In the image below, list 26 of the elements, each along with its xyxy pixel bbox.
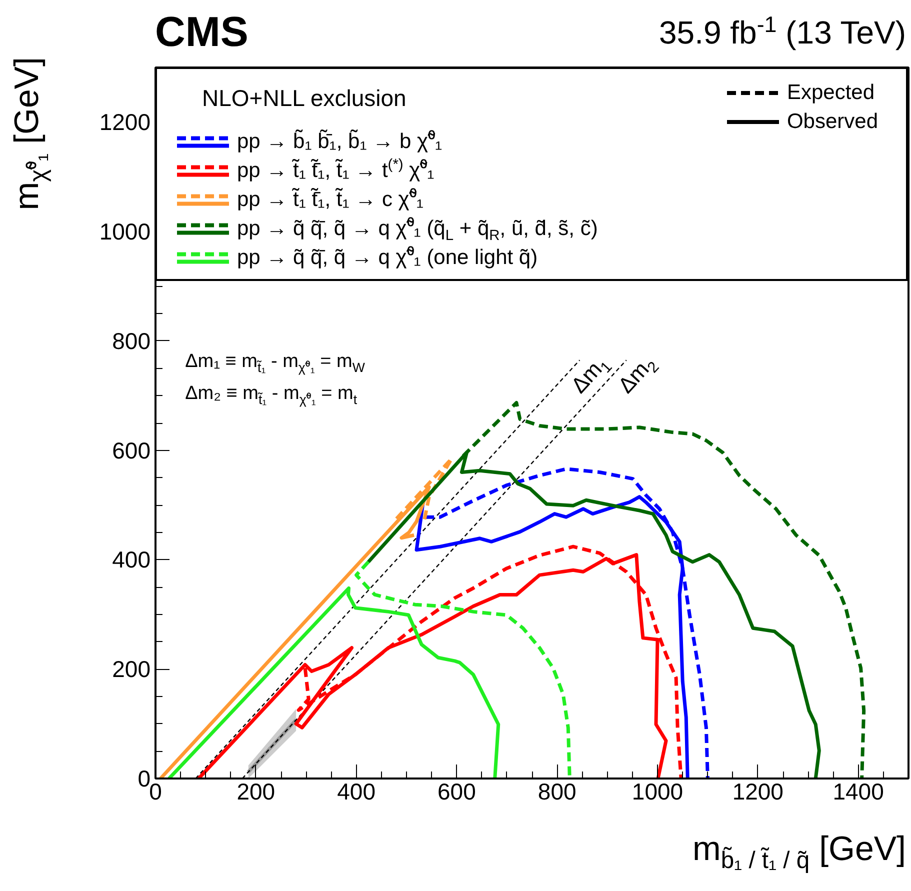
- x-tick-label: 800: [538, 778, 576, 804]
- x-tick-label: 600: [438, 778, 476, 804]
- y-tick-label: 1200: [99, 109, 151, 136]
- legend-label: pp → t̃₁ t̃̄₁, t̃₁ → c χ̃⁰₁: [236, 187, 424, 213]
- x-tick-label: 1200: [732, 778, 784, 804]
- annotation: Δm₂ ≡ m$_{t̃₁}$ - m$_{χ̃⁰₁}$ = m$_{t}$: [185, 383, 358, 408]
- legend-label: pp → q̃ q̃̄, q̃ → q χ̃⁰₁ (q̃$_{L}$ + q̃$_{R}$, ũ, d̃, s̃, c̃): [236, 216, 599, 244]
- y-tick-label: 600: [112, 437, 150, 464]
- annotation: Δm₁ ≡ m$_{t̃₁}$ - m$_{χ̃⁰₁}$ = m$_{W}$: [185, 351, 365, 376]
- legend-label: pp → b̃₁ b̃̄₁, b̃₁ → b χ̃⁰₁: [237, 130, 442, 153]
- x-tick-label: 400: [337, 778, 376, 804]
- legend-label: pp → t̃₁ t̃̄₁, t̃₁ → t$^{(*)}$ χ̃⁰₁: [236, 156, 436, 184]
- x-tick-label: 1400: [832, 778, 884, 804]
- x-axis-title: m$_{b̃₁ / t̃₁ / q̃}$ [GeV]: [692, 830, 906, 875]
- y-tick-label: 800: [112, 328, 150, 354]
- y-tick-label: 200: [112, 656, 150, 682]
- y-tick-label: 400: [112, 546, 150, 573]
- legend-label: Expected: [786, 81, 876, 106]
- chart-title: CMS: [155, 8, 248, 56]
- x-tick-label: 1000: [632, 778, 684, 804]
- chart-subtitle: 35.9 fb$^{-1}$ (13 TeV): [658, 12, 906, 52]
- y-tick-label: 1000: [99, 218, 151, 245]
- legend-label: pp → q̃ q̃̄, q̃ → q χ̃⁰₁ (one light q̃): [237, 246, 538, 269]
- legend-label: Observed: [786, 110, 878, 135]
- x-tick-label: 200: [236, 778, 276, 804]
- legend-title: NLO+NLL exclusion: [202, 85, 406, 111]
